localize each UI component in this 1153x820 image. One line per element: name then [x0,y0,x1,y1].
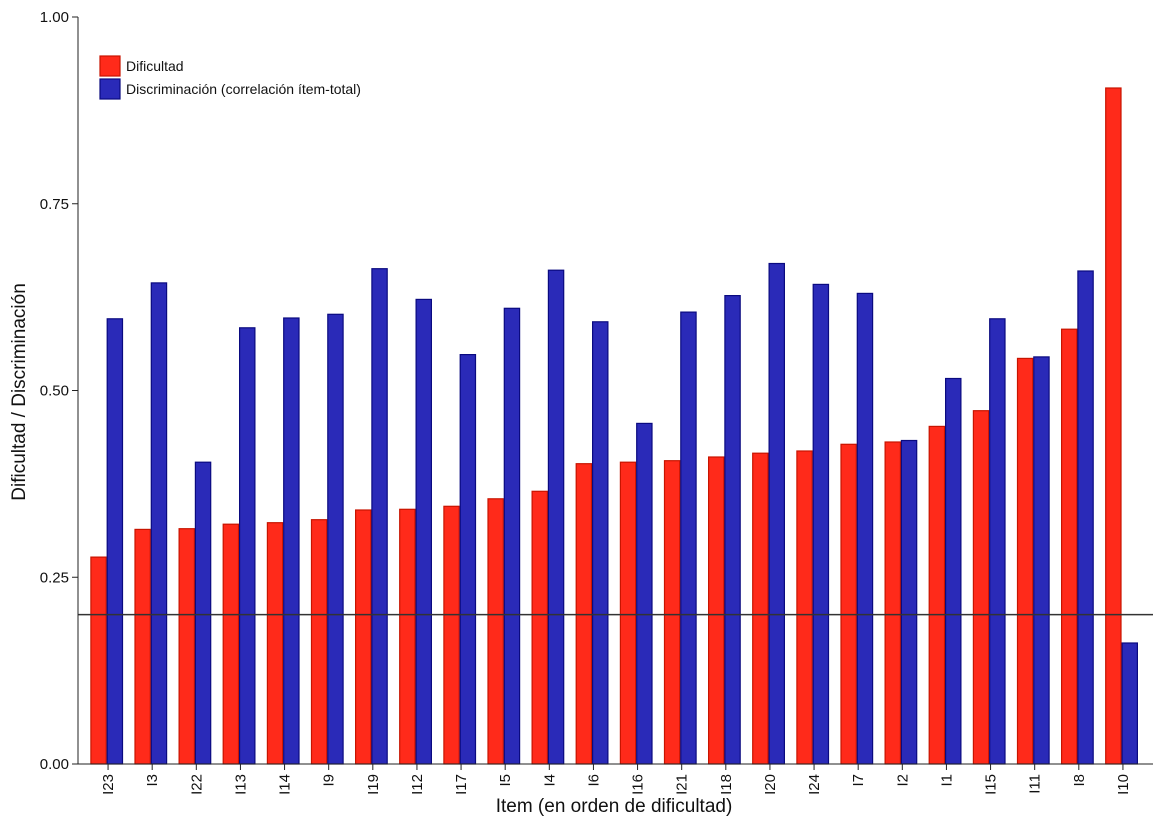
bar-dificultad-I20 [752,452,769,765]
bar-dificultad-I19 [355,509,372,765]
bar-discriminacion-I24 [812,283,830,765]
bar-dificultad-I8 [1060,328,1078,765]
x-axis-title: Item (en orden de dificultad) [496,796,733,817]
x-tick-label: I11 [1027,774,1044,794]
bar-discriminacion-I6 [591,321,609,765]
x-tick-label: I15 [983,774,1000,795]
x-tick-label: I13 [232,774,249,795]
legend: Dificultad Discriminación (correlación í… [99,55,361,100]
bar-discriminacion-I1 [944,377,962,765]
bar-discriminacion-I13 [239,327,256,765]
bar-discriminacion-I12 [415,298,433,765]
bar-discriminacion-I8 [1077,270,1094,765]
bar-dificultad-I16 [619,461,637,765]
bar-dificultad-I7 [840,443,857,765]
x-tick-label: I1 [938,774,955,787]
bar-dificultad-I24 [796,450,813,765]
bar-dificultad-I12 [399,508,416,765]
bar-dificultad-I18 [707,456,725,765]
bar-dificultad-I15 [972,410,990,765]
y-tick-label: 0.75 [40,196,69,213]
x-tick-label: I7 [850,774,867,787]
bar-discriminacion-I3 [150,282,168,765]
x-ticks-group: I23 I3 I22 I13 I14 I9 I19 I12 I17 I5 I4 I6 I16 I21 I18… [100,764,1132,795]
bar-dificultad-I1 [928,425,946,765]
x-tick-label: I19 [365,774,382,795]
y-tick-label: 0.50 [40,383,69,400]
bar-discriminacion-I15 [989,318,1006,765]
legend-swatch-dificultad [99,55,121,77]
bar-discriminacion-I16 [636,422,653,765]
x-tick-label: I4 [541,774,558,787]
bar-discriminacion-I20 [768,262,785,765]
x-tick-label: I24 [806,774,823,795]
x-tick-label: I20 [762,774,779,795]
bar-dificultad-I14 [266,522,284,765]
y-axis-title: Dificultad / Discriminación [9,283,30,501]
bar-dificultad-I5 [487,498,504,765]
bar-discriminacion-I17 [459,354,477,765]
x-tick-label: I16 [630,774,647,795]
bar-dificultad-I13 [222,523,240,765]
bar-discriminacion-I4 [547,269,565,765]
bar-discriminacion-I9 [327,313,344,765]
bar-dificultad-I21 [663,460,681,765]
bar-dificultad-I9 [310,519,328,765]
bar-discriminacion-I10 [1121,642,1138,765]
bar-discriminacion-I19 [371,268,388,765]
x-tick-label: I14 [277,774,294,795]
bar-dificultad-I11 [1016,357,1034,765]
y-ticks-group: 0.00 0.25 0.50 0.75 1.00 [40,9,78,773]
legend-label-dificultad: Dificultad [126,58,184,74]
bar-discriminacion-I21 [680,311,697,765]
legend-label-discriminacion: Discriminación (correlación ítem-total) [126,81,361,97]
bar-dificultad-I23 [90,556,107,765]
bar-discriminacion-I11 [1033,356,1050,765]
x-tick-label: I9 [321,774,338,787]
bar-dificultad-I10 [1105,87,1122,765]
y-tick-label: 1.00 [40,9,69,26]
x-tick-label: I8 [1071,774,1088,787]
bar-discriminacion-I18 [724,295,741,765]
y-tick-label: 0.00 [40,756,69,773]
bar-discriminacion-I22 [194,461,212,765]
y-tick-label: 0.25 [40,569,69,586]
x-tick-label: I6 [585,774,602,787]
bar-dificultad-I4 [531,490,548,765]
x-tick-label: I17 [453,774,470,795]
legend-swatch-discriminacion [99,78,121,100]
bar-discriminacion-I5 [503,307,521,765]
bar-dificultad-I3 [134,528,151,765]
bar-dificultad-I22 [178,528,196,765]
x-tick-label: I10 [1115,774,1132,795]
bar-discriminacion-I7 [856,292,874,765]
x-tick-label: I18 [718,774,735,795]
bar-discriminacion-I14 [283,317,300,765]
x-tick-label: I2 [894,774,911,787]
x-tick-label: I22 [188,774,205,795]
bar-discriminacion-I23 [106,318,124,765]
x-tick-label: I5 [497,774,514,787]
bar-discriminacion-I2 [900,439,918,765]
x-tick-label: I12 [409,774,426,795]
bar-dificultad-I2 [884,441,901,765]
x-tick-label: I21 [674,774,691,795]
bar-dificultad-I17 [443,505,460,765]
x-tick-label: I23 [100,774,117,795]
x-tick-label: I3 [144,774,161,787]
